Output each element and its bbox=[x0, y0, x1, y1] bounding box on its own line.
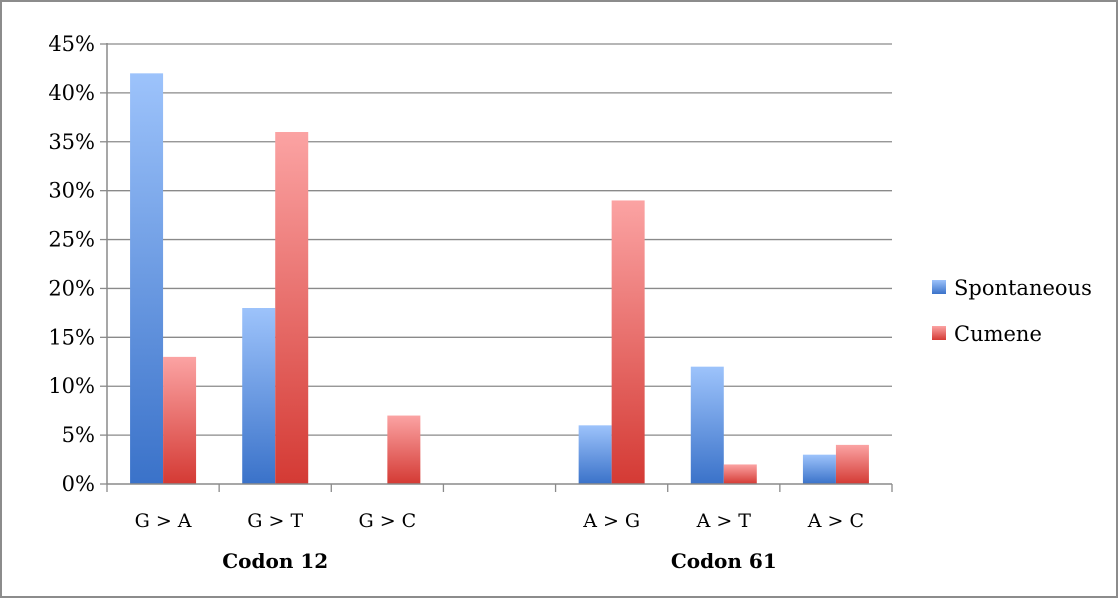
bar-spontaneous-a-to-g bbox=[578, 425, 612, 484]
axes bbox=[100, 43, 893, 492]
axis-labels: 0% 5% 10% 15% 20% 25% 30% 35% 40% 45% G > A G > T G … bbox=[48, 32, 864, 573]
x-group-label: Codon 61 bbox=[671, 549, 777, 573]
bar-spontaneous-g-to-a bbox=[130, 73, 164, 484]
x-category-label: G > A bbox=[135, 510, 192, 532]
bar-spontaneous-a-to-c bbox=[802, 454, 836, 484]
y-tick-label: 30% bbox=[48, 179, 95, 203]
bar-cumene-a-to-t bbox=[723, 464, 757, 484]
bar-spontaneous-a-to-t bbox=[690, 366, 724, 484]
bar-cumene-g-to-a bbox=[163, 356, 197, 484]
y-tick-label: 20% bbox=[48, 276, 95, 300]
bar-cumene-a-to-g bbox=[611, 200, 645, 484]
legend: Spontaneous Cumene bbox=[932, 276, 1092, 346]
x-group-label: Codon 12 bbox=[222, 549, 328, 573]
gridlines bbox=[107, 43, 892, 436]
y-tick-label: 45% bbox=[48, 32, 95, 56]
bar-cumene-g-to-c bbox=[387, 415, 421, 484]
x-category-label: G > C bbox=[358, 510, 416, 532]
y-tick-label: 15% bbox=[48, 325, 95, 349]
x-category-label: G > T bbox=[247, 510, 303, 532]
y-tick-label: 35% bbox=[48, 130, 95, 154]
x-category-label: A > T bbox=[696, 510, 752, 532]
y-tick-label: 25% bbox=[48, 228, 95, 252]
legend-swatch-cumene bbox=[932, 326, 946, 340]
bars bbox=[130, 73, 869, 484]
bar-cumene-a-to-c bbox=[835, 444, 869, 484]
x-category-label: A > C bbox=[807, 510, 864, 532]
y-tick-label: 5% bbox=[62, 423, 95, 447]
y-tick-label: 10% bbox=[48, 374, 95, 398]
y-tick-label: 0% bbox=[62, 472, 95, 496]
y-tick-label: 40% bbox=[48, 81, 95, 105]
legend-swatch-spontaneous bbox=[932, 280, 946, 294]
bar-spontaneous-g-to-t bbox=[242, 308, 276, 484]
x-category-label: A > G bbox=[582, 510, 640, 532]
legend-label-cumene: Cumene bbox=[954, 322, 1042, 346]
bar-cumene-g-to-t bbox=[275, 132, 309, 484]
legend-label-spontaneous: Spontaneous bbox=[954, 276, 1092, 300]
